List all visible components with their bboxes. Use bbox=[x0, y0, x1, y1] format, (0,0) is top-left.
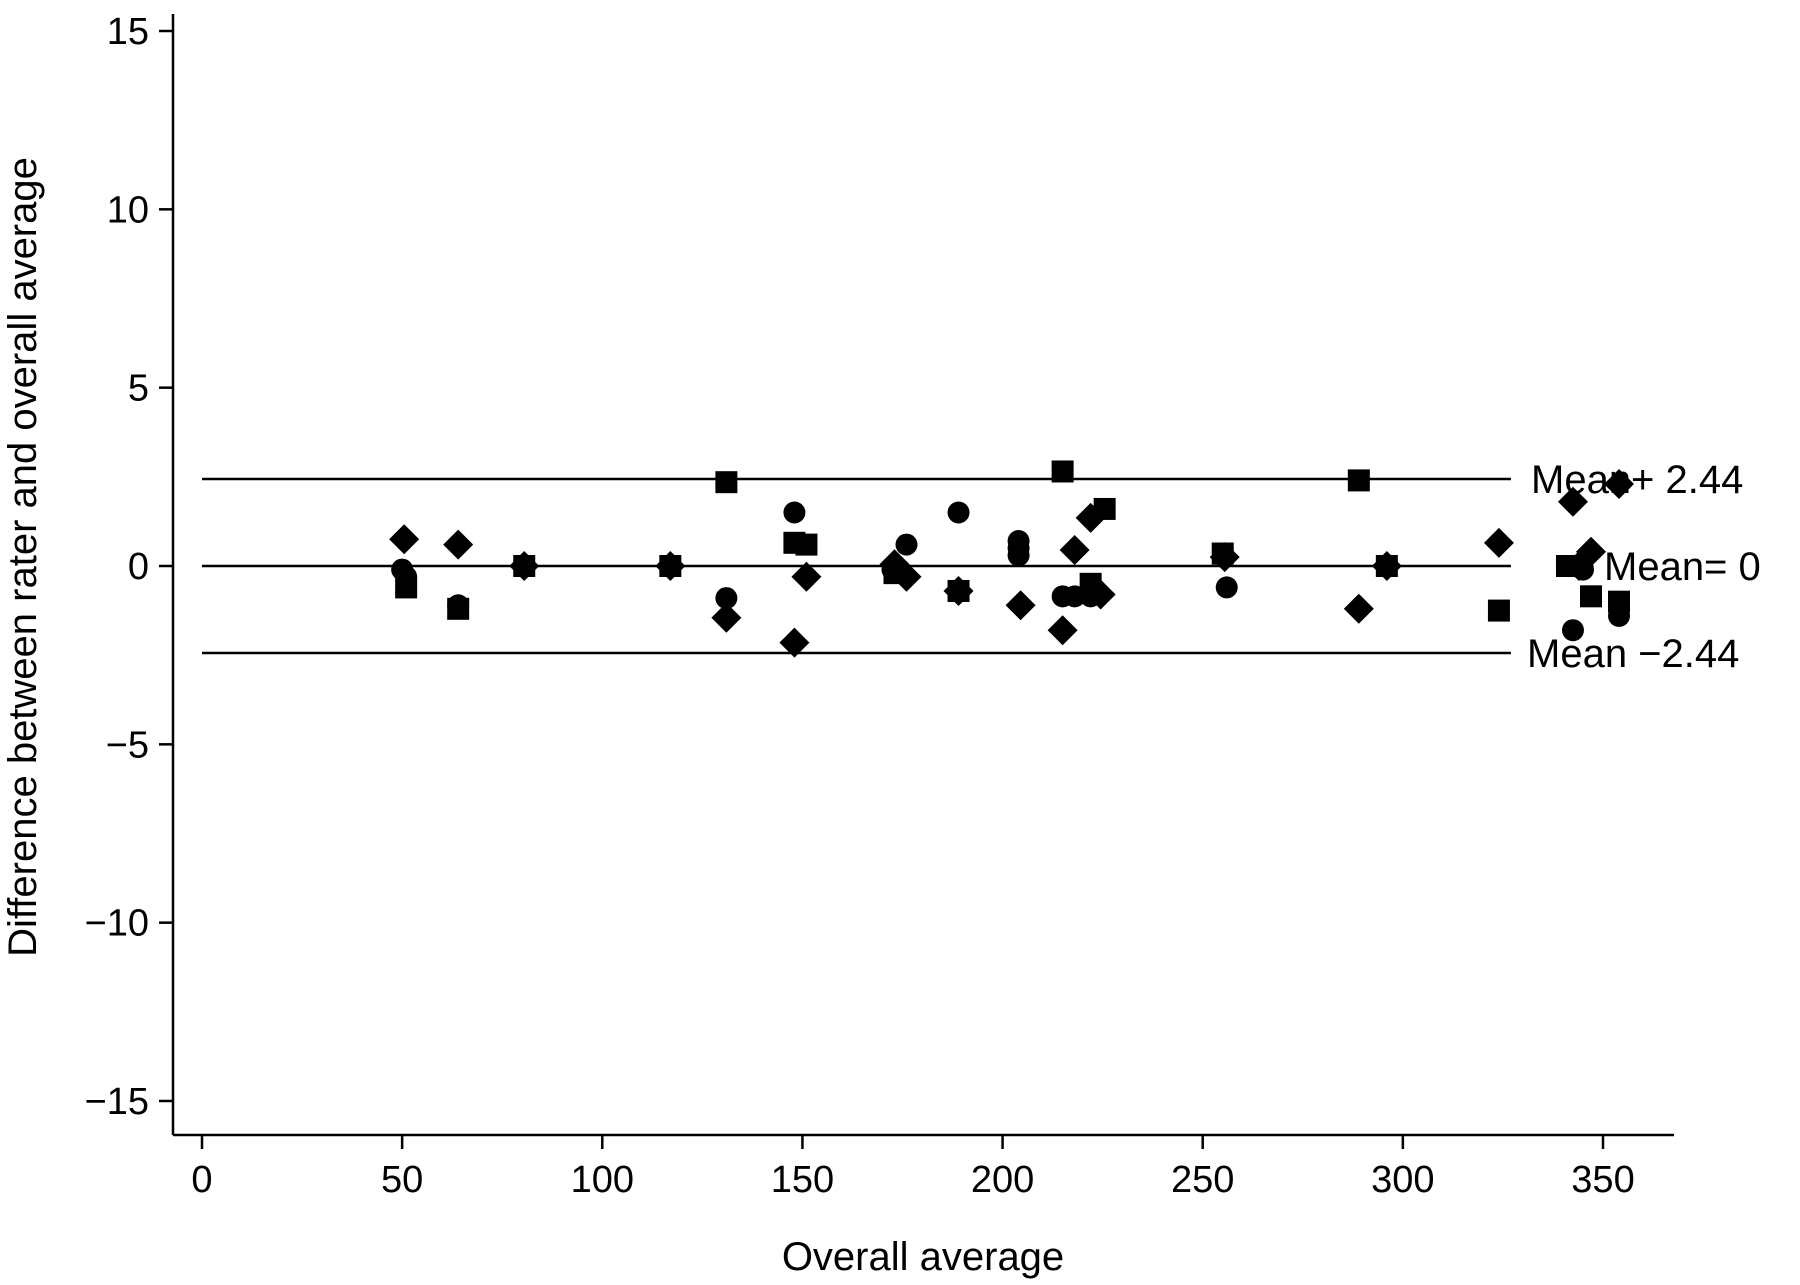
diamond-point bbox=[1085, 579, 1116, 610]
diamond-point bbox=[1371, 551, 1402, 581]
x-tick-label: 250 bbox=[1171, 1159, 1234, 1201]
data-points bbox=[389, 460, 1635, 658]
circle-point bbox=[1215, 576, 1238, 599]
diamond-point bbox=[1059, 534, 1090, 565]
circle-point bbox=[1561, 619, 1584, 642]
diamond-point bbox=[1343, 593, 1374, 624]
square-point bbox=[715, 471, 738, 494]
y-tick-label: 5 bbox=[128, 368, 149, 410]
square-point bbox=[1608, 590, 1631, 613]
y-axis-label: Difference between rater and overall ave… bbox=[1, 157, 45, 957]
diamond-point bbox=[389, 524, 420, 555]
diamond-point bbox=[1075, 502, 1106, 533]
circle-point bbox=[947, 501, 970, 524]
y-tick-label: −15 bbox=[85, 1081, 149, 1123]
square-point bbox=[1579, 585, 1602, 608]
reference-line-label: Mean −2.44 bbox=[1527, 632, 1739, 676]
diamond-point bbox=[891, 561, 922, 592]
diamond-point bbox=[1604, 468, 1635, 499]
y-tick-label: −10 bbox=[85, 903, 149, 945]
reference-lines: Mean+ 2.44 Mean= 0 Mean −2.44 bbox=[202, 458, 1761, 676]
diamond-point bbox=[943, 575, 974, 606]
y-tick-label: 0 bbox=[128, 546, 149, 588]
reference-line-label: Mean+ 2.44 bbox=[1531, 458, 1743, 502]
x-tick-label: 200 bbox=[971, 1159, 1034, 1201]
square-point bbox=[1347, 469, 1370, 492]
square-point bbox=[1051, 460, 1074, 483]
x-tick-label: 0 bbox=[191, 1159, 212, 1201]
circle-point bbox=[783, 501, 806, 524]
diamond-point bbox=[1209, 542, 1240, 573]
circle-point bbox=[895, 533, 918, 556]
diamond-point bbox=[779, 627, 810, 658]
diamond-point bbox=[655, 551, 686, 581]
y-tick-label: 10 bbox=[107, 189, 149, 231]
diamond-point bbox=[1575, 536, 1606, 567]
square-point bbox=[795, 533, 818, 556]
x-tick-label: 150 bbox=[771, 1159, 834, 1201]
y-tick-label: 15 bbox=[107, 11, 149, 53]
square-point bbox=[395, 576, 418, 599]
circle-point bbox=[1007, 544, 1030, 567]
x-tick-label: 300 bbox=[1371, 1159, 1434, 1201]
y-tick-label: −5 bbox=[106, 724, 149, 766]
diamond-point bbox=[443, 529, 474, 560]
x-axis-label: Overall average bbox=[782, 1235, 1064, 1279]
y-axis-ticks: 15 10 5 0 −5 −10 −15 bbox=[85, 11, 173, 1123]
circle-point bbox=[715, 587, 738, 610]
diamond-point bbox=[1557, 486, 1588, 517]
diamond-point bbox=[1005, 590, 1036, 621]
square-point bbox=[447, 597, 470, 620]
diamond-point bbox=[509, 551, 540, 581]
diamond-point bbox=[1047, 615, 1078, 646]
square-point bbox=[1487, 599, 1510, 622]
x-tick-label: 100 bbox=[571, 1159, 634, 1201]
x-axis-ticks: 0 50 100 150 200 250 300 350 bbox=[191, 1135, 1635, 1201]
diamond-point bbox=[791, 561, 822, 592]
x-tick-label: 50 bbox=[381, 1159, 423, 1201]
x-tick-label: 350 bbox=[1571, 1159, 1634, 1201]
diamond-point bbox=[711, 602, 742, 633]
diamond-point bbox=[1483, 527, 1514, 558]
reference-line-label: Mean= 0 bbox=[1604, 545, 1761, 589]
